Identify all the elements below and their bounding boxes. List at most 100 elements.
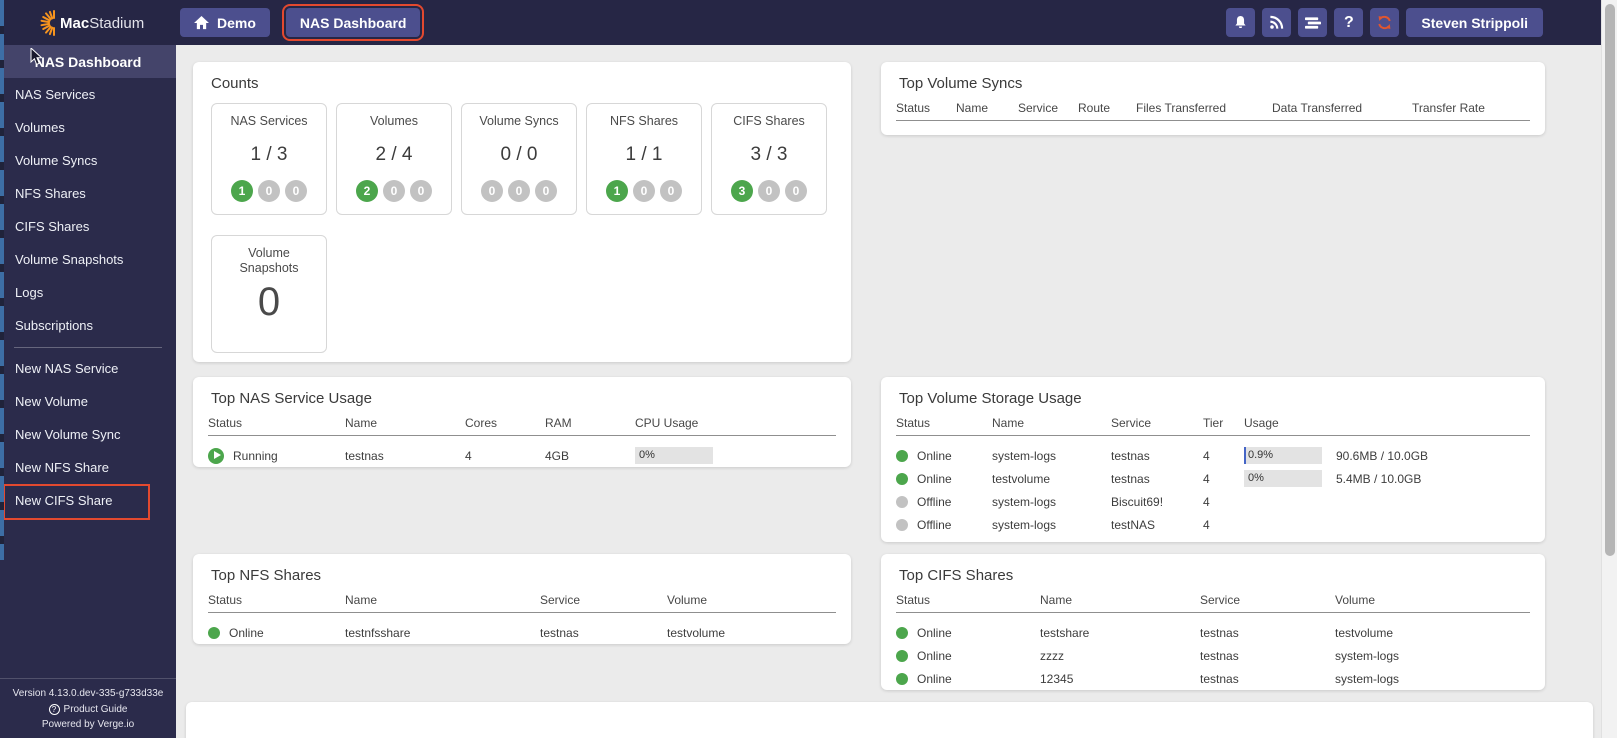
count-card-volumes[interactable]: Volumes 2 / 4 2 0 0 [336, 103, 452, 215]
question-circle-icon: ? [48, 704, 60, 715]
status-count-badge[interactable]: 0 [410, 180, 432, 202]
table-row[interactable]: Online testvolume testnas 4 0% 5.4MB / 1… [896, 467, 1530, 490]
offline-status-icon [896, 495, 908, 508]
status-count-badge[interactable]: 0 [285, 180, 307, 202]
page-scrollbar [1601, 0, 1617, 738]
sidebar-action-new-cifs-share[interactable]: New CIFS Share [0, 484, 176, 520]
refresh-button[interactable] [1370, 8, 1400, 37]
count-value: 0 [257, 280, 281, 324]
tab-nas-dashboard[interactable]: NAS Dashboard [281, 4, 425, 41]
topbar-actions: ? Steven Strippoli [1226, 8, 1543, 37]
online-status-icon [896, 472, 908, 485]
product-guide-link[interactable]: ? Product Guide [4, 704, 172, 715]
count-card-nas-services[interactable]: NAS Services 1 / 3 1 0 0 [211, 103, 327, 215]
top-volume-syncs-panel: Top Volume Syncs Status Name Service Rou… [881, 62, 1545, 135]
table-row[interactable]: Online system-logs testnas 4 0.9% 90.6MB… [896, 444, 1530, 467]
counts-title: Counts [211, 75, 259, 92]
online-status-icon [208, 626, 220, 639]
workspace-tabs: Demo NAS Dashboard [180, 4, 425, 41]
sidebar-item-volume-snapshots[interactable]: Volume Snapshots [15, 252, 124, 267]
rss-icon [1270, 15, 1284, 29]
status-count-badge[interactable]: 1 [606, 180, 628, 202]
cpu-usage-bar: 0% [635, 447, 713, 464]
sidebar-item-nas-services[interactable]: NAS Services [15, 87, 96, 102]
usage-amount: 90.6MB / 10.0GB [1336, 448, 1429, 463]
status-count-badge[interactable]: 0 [258, 180, 280, 202]
count-value: 1 / 1 [625, 144, 663, 165]
status-count-badge[interactable]: 0 [481, 180, 503, 202]
table-row[interactable]: Offline system-logs testNAS 4 [896, 513, 1530, 536]
notifications-button[interactable] [1226, 8, 1256, 37]
table-header: Status Name Service Volume [896, 593, 1530, 613]
status-count-badge[interactable]: 0 [633, 180, 655, 202]
status-count-badge[interactable]: 3 [731, 180, 753, 202]
sidebar-title: NAS Dashboard [0, 45, 176, 78]
status-count-badge[interactable]: 0 [660, 180, 682, 202]
sidebar-item-volumes[interactable]: Volumes [15, 120, 65, 135]
table-header: Status Name Service Volume [208, 593, 836, 613]
panel-title: Top NAS Service Usage [211, 390, 372, 407]
online-status-icon [896, 649, 908, 662]
panel-title: Top CIFS Shares [899, 567, 1014, 584]
sidebar-item-volume-syncs[interactable]: Volume Syncs [15, 153, 98, 168]
task-list-icon [1304, 16, 1321, 29]
sidebar-action-new-volume-sync[interactable]: New Volume Sync [15, 427, 121, 442]
table-header: Status Name Cores RAM CPU Usage [208, 416, 836, 436]
online-status-icon [896, 672, 908, 685]
count-value: 1 / 3 [250, 144, 288, 165]
left-edge-strip [0, 0, 4, 560]
table-row[interactable]: Online testshare testnas testvolume [896, 621, 1530, 644]
sidebar-action-new-nfs-share[interactable]: New NFS Share [15, 460, 109, 475]
counts-panel: Counts NAS Services 1 / 3 1 0 0 Volumes … [193, 62, 851, 362]
sidebar-item-logs[interactable]: Logs [15, 285, 44, 300]
status-count-badge[interactable]: 1 [231, 180, 253, 202]
count-card-volume-snapshots[interactable]: Volume Snapshots 0 [211, 235, 327, 353]
sidebar-action-new-nas-service[interactable]: New NAS Service [15, 361, 119, 376]
offline-status-icon [896, 518, 908, 531]
status-count-badge[interactable]: 0 [508, 180, 530, 202]
table-row[interactable]: Running testnas 4 4GB 0% [208, 444, 836, 467]
table-row[interactable]: Online 12345 testnas system-logs [896, 667, 1530, 690]
count-card-cifs-shares[interactable]: CIFS Shares 3 / 3 3 0 0 [711, 103, 827, 215]
scrollbar-thumb[interactable] [1605, 4, 1615, 556]
status-count-badge[interactable]: 0 [758, 180, 780, 202]
running-status-icon [208, 447, 224, 464]
next-panel-peek [186, 702, 1593, 738]
macstadium-logo[interactable]: MacStadium [30, 7, 144, 39]
logo-text: MacStadium [60, 14, 145, 32]
table-row[interactable]: Offline system-logs Biscuit69! 4 [896, 490, 1530, 513]
count-card-volume-syncs[interactable]: Volume Syncs 0 / 0 0 0 0 [461, 103, 577, 215]
task-log-button[interactable] [1298, 8, 1328, 37]
home-icon [194, 15, 209, 29]
user-menu-button[interactable]: Steven Strippoli [1406, 8, 1543, 37]
table-row[interactable]: Online testnfsshare testnas testvolume [208, 621, 836, 644]
status-count-badge[interactable]: 0 [535, 180, 557, 202]
sidebar-item-subscriptions[interactable]: Subscriptions [15, 318, 94, 333]
refresh-icon [1378, 15, 1392, 30]
panel-title: Top NFS Shares [211, 567, 322, 584]
storage-usage-bar: 0.9% [1244, 447, 1322, 464]
online-status-icon [896, 626, 908, 639]
count-value: 0 / 0 [500, 144, 538, 165]
top-cifs-shares-panel: Top CIFS Shares Status Name Service Volu… [881, 554, 1545, 690]
status-count-badge[interactable]: 0 [785, 180, 807, 202]
status-count-badge[interactable]: 0 [383, 180, 405, 202]
sidebar-footer: Version 4.13.0.dev-335-g733d33e ? Produc… [0, 678, 176, 738]
sidebar-item-nfs-shares[interactable]: NFS Shares [15, 186, 86, 201]
table-row[interactable]: Online zzzz testnas system-logs [896, 644, 1530, 667]
top-navigation-bar: MacStadium Demo NAS Dashboard ? [0, 0, 1601, 45]
top-nfs-shares-panel: Top NFS Shares Status Name Service Volum… [193, 554, 851, 644]
sidebar-action-new-volume[interactable]: New Volume [15, 394, 88, 409]
sidebar: NAS Dashboard NAS Services Volumes Volum… [0, 45, 176, 738]
online-status-icon [896, 449, 908, 462]
table-header: Status Name Service Tier Usage [896, 416, 1530, 436]
tab-demo[interactable]: Demo [180, 8, 270, 37]
top-volume-storage-usage-panel: Top Volume Storage Usage Status Name Ser… [881, 377, 1545, 542]
count-card-nfs-shares[interactable]: NFS Shares 1 / 1 1 0 0 [586, 103, 702, 215]
panel-title: Top Volume Storage Usage [899, 390, 1082, 407]
feed-button[interactable] [1262, 8, 1292, 37]
help-button[interactable]: ? [1334, 8, 1364, 37]
status-count-badge[interactable]: 2 [356, 180, 378, 202]
sidebar-item-cifs-shares[interactable]: CIFS Shares [15, 219, 90, 234]
